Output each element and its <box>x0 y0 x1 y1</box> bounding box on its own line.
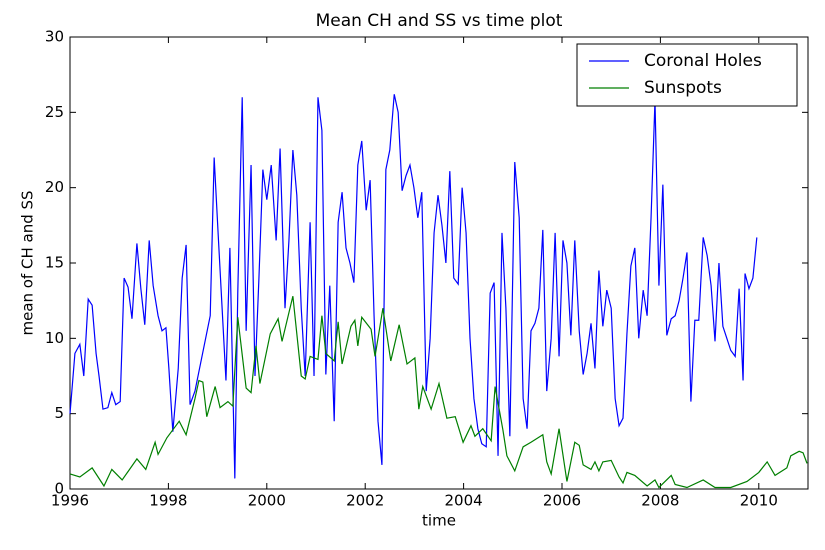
series-line <box>69 94 758 479</box>
y-tick-label: 10 <box>45 329 64 347</box>
chart-title: Mean CH and SS vs time plot <box>316 11 563 31</box>
x-tick-label: 1996 <box>51 492 89 510</box>
y-tick-label: 25 <box>45 103 64 121</box>
x-tick-label: 2000 <box>248 492 286 510</box>
x-tick-label: 1998 <box>149 492 187 510</box>
legend-box <box>576 43 798 107</box>
x-tick-label: 2004 <box>445 492 483 510</box>
y-tick-label: 5 <box>54 404 64 422</box>
x-axis-label: time <box>422 512 456 530</box>
x-tick-label: 2010 <box>740 492 778 510</box>
legend-label: Sunspots <box>644 78 722 98</box>
y-tick-label: 15 <box>45 254 64 272</box>
x-tick-label: 2008 <box>641 492 679 510</box>
y-axis-label: mean of CH and SS <box>19 190 37 335</box>
x-tick-label: 2002 <box>346 492 384 510</box>
x-tick-label: 2006 <box>543 492 581 510</box>
y-tick-label: 30 <box>45 28 64 46</box>
legend-label: Coronal Holes <box>644 51 762 71</box>
y-tick-label: 0 <box>54 480 64 498</box>
y-tick-label: 20 <box>45 178 64 196</box>
series-line <box>69 296 808 489</box>
